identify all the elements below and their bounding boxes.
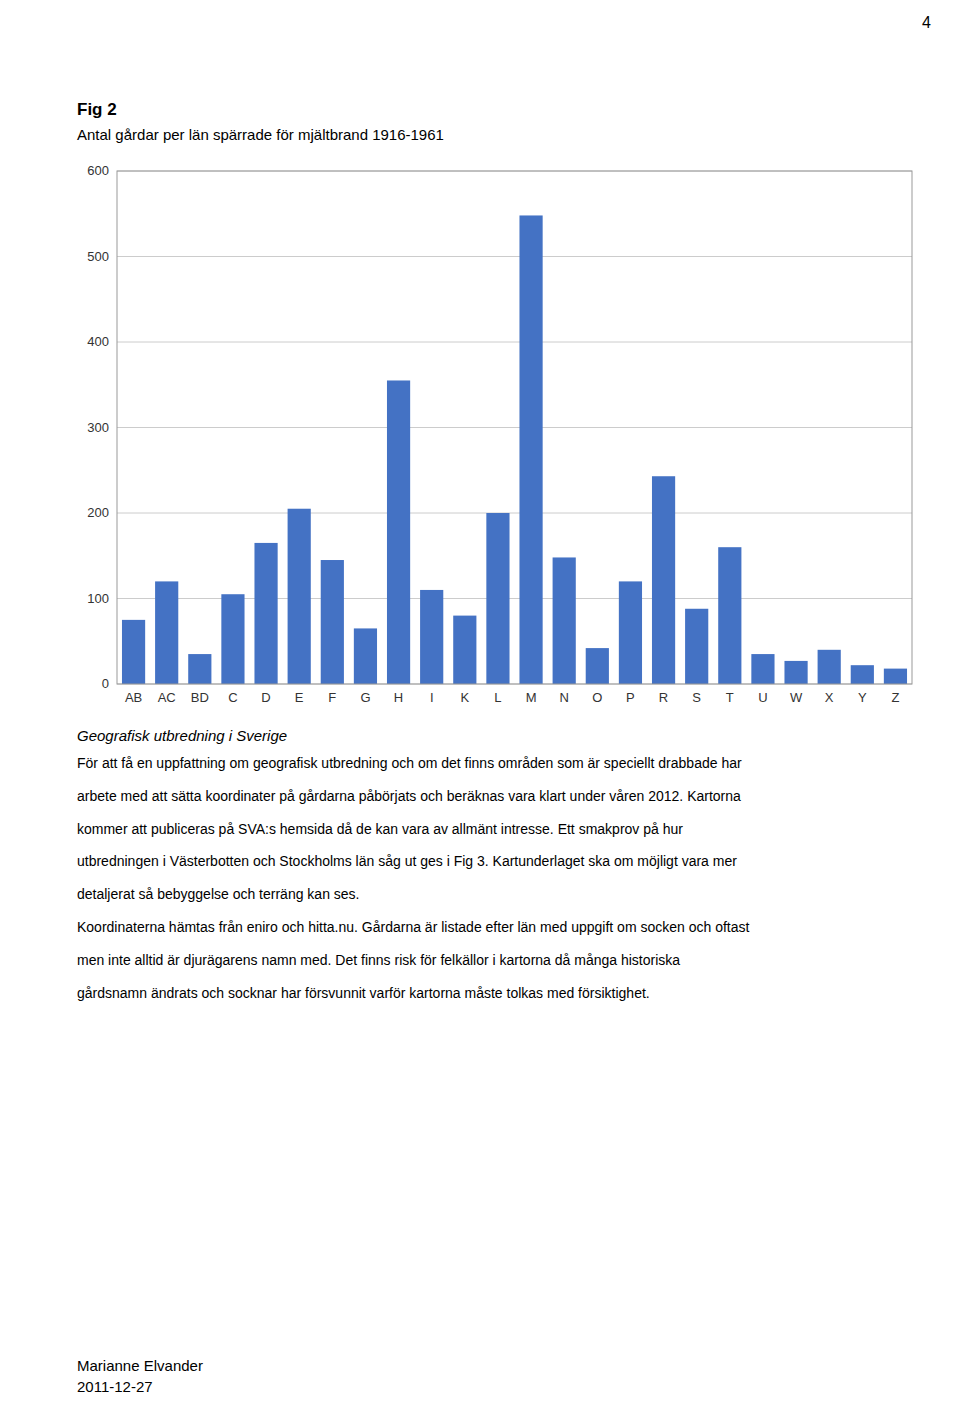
y-tick-label: 100: [87, 591, 109, 606]
grid-line: [117, 427, 912, 428]
x-tick-label: R: [659, 690, 668, 705]
chart-subtitle: Antal gårdar per län spärrade för mjältb…: [77, 126, 444, 143]
y-tick-label: 0: [102, 676, 109, 691]
bar: [420, 590, 443, 684]
x-tick-label: I: [430, 690, 434, 705]
bar: [718, 547, 741, 684]
x-tick-label: G: [360, 690, 370, 705]
y-tick-label: 500: [87, 249, 109, 264]
body-line: detaljerat så bebyggelse och terräng kan…: [77, 886, 360, 902]
body-line: utbredningen i Västerbotten och Stockhol…: [77, 853, 737, 869]
footer-date: 2011-12-27: [77, 1378, 153, 1395]
bar: [751, 654, 774, 684]
bar: [221, 594, 244, 684]
bar: [321, 560, 344, 684]
x-tick-label: H: [394, 690, 403, 705]
chart: 0 100 200 300 400 500 600 AB AC BD C D E F G H I K L M N O P R S…: [0, 0, 960, 720]
x-tick-label: P: [626, 690, 635, 705]
x-tick-label: L: [494, 690, 501, 705]
x-tick-label: U: [758, 690, 767, 705]
bar: [188, 654, 211, 684]
grid-line: [117, 256, 912, 257]
x-tick-label: W: [790, 690, 803, 705]
x-tick-label: T: [726, 690, 734, 705]
bar: [652, 476, 675, 684]
bar: [519, 215, 542, 684]
x-tick-label: D: [261, 690, 270, 705]
grid-line: [117, 342, 912, 343]
x-tick-label: C: [228, 690, 237, 705]
bar: [453, 616, 476, 684]
bar: [586, 648, 609, 684]
bar: [784, 661, 807, 684]
x-tick-label: Y: [858, 690, 867, 705]
bar: [155, 581, 178, 684]
x-tick-label: BD: [191, 690, 209, 705]
x-tick-label: X: [825, 690, 834, 705]
bar: [486, 513, 509, 684]
body-title: Geografisk utbredning i Sverige: [77, 727, 287, 744]
bars: [122, 215, 907, 684]
x-tick-label: N: [559, 690, 568, 705]
y-tick-label: 200: [87, 505, 109, 520]
bar: [354, 628, 377, 684]
x-tick-label: M: [526, 690, 537, 705]
body-line: kommer att publiceras på SVA:s hemsida d…: [77, 821, 683, 837]
body-line: arbete med att sätta koordinater på gård…: [77, 788, 741, 804]
x-tick-label: AB: [125, 690, 142, 705]
x-tick-label: F: [328, 690, 336, 705]
body-line: Koordinaterna hämtas från eniro och hitt…: [77, 919, 749, 935]
bar: [884, 669, 907, 684]
x-tick-label: E: [295, 690, 304, 705]
bar: [254, 543, 277, 684]
body-line: gårdsnamn ändrats och socknar har försvu…: [77, 985, 650, 1001]
bar: [851, 665, 874, 684]
bar: [685, 609, 708, 684]
body-line: För att få en uppfattning om geografisk …: [77, 755, 742, 771]
bar: [553, 557, 576, 684]
grid-line: [117, 513, 912, 514]
body-line: men inte alltid är djurägarens namn med.…: [77, 952, 680, 968]
x-tick-label: AC: [158, 690, 176, 705]
bar: [122, 620, 145, 684]
x-tick-label: Z: [891, 690, 899, 705]
y-tick-label: 300: [87, 420, 109, 435]
footer-name: Marianne Elvander: [77, 1357, 203, 1374]
page-number: 4: [922, 14, 931, 32]
plot-frame: [117, 171, 912, 684]
x-tick-label: O: [592, 690, 602, 705]
bar: [387, 380, 410, 684]
bar: [818, 650, 841, 684]
bar: [619, 581, 642, 684]
bar: [288, 509, 311, 684]
x-tick-label: K: [460, 690, 469, 705]
x-tick-label: S: [692, 690, 701, 705]
y-tick-label: 600: [87, 163, 109, 178]
chart-title: Fig 2: [77, 100, 117, 120]
y-tick-label: 400: [87, 334, 109, 349]
